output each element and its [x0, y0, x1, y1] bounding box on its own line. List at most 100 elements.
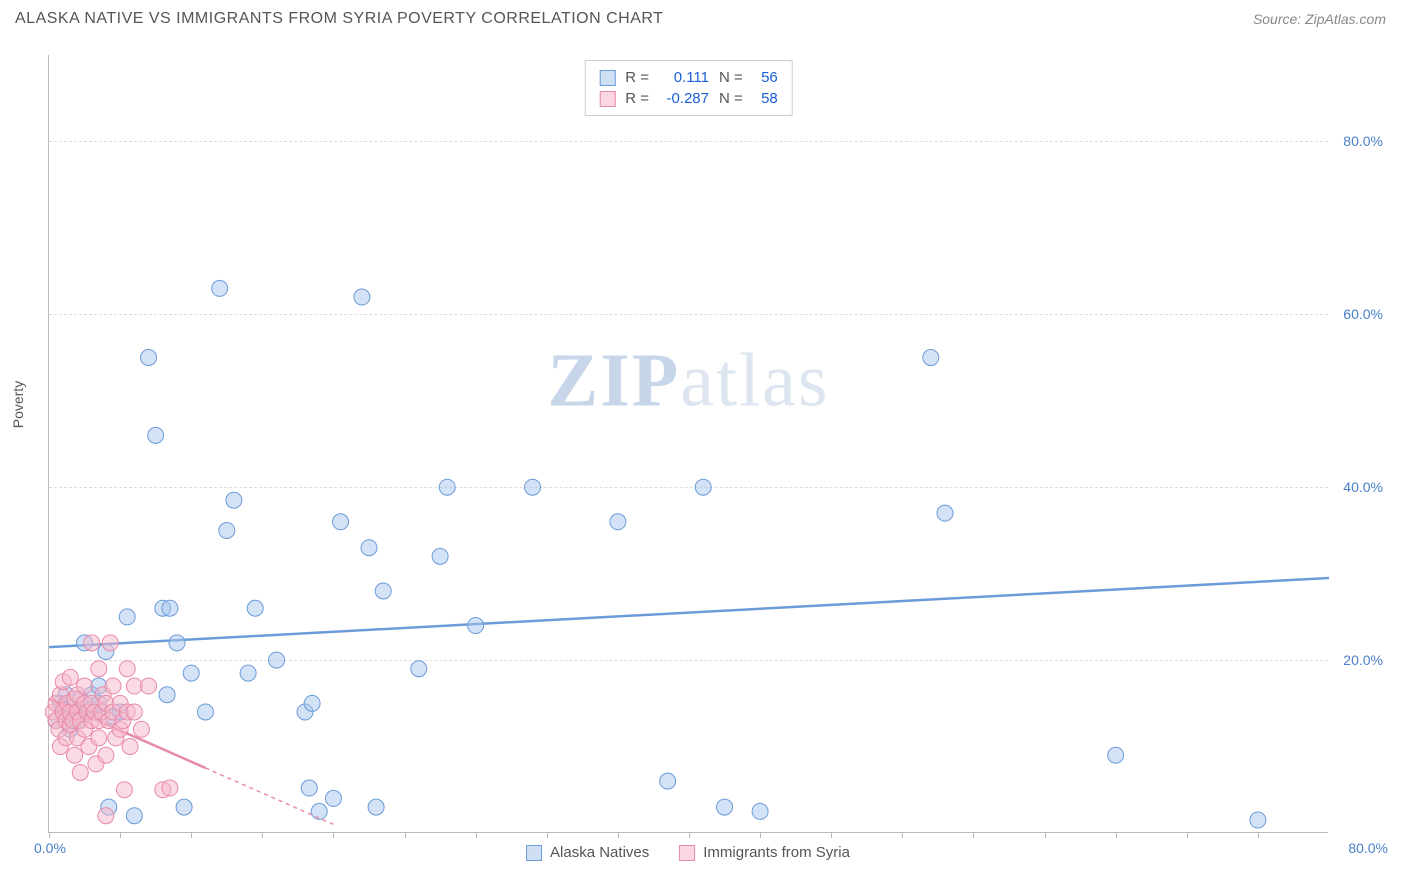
y-tick-label: 60.0%: [1343, 306, 1383, 322]
r-value: 0.111: [659, 69, 709, 86]
x-tick: [49, 832, 50, 838]
n-value: 56: [753, 69, 778, 86]
data-point: [159, 687, 175, 703]
data-point: [212, 280, 228, 296]
data-point: [126, 808, 142, 824]
data-point: [98, 747, 114, 763]
stat-row: R = 0.111 N = 56: [599, 67, 778, 88]
y-tick-label: 20.0%: [1343, 652, 1383, 668]
plot-area: ZIPatlas 20.0%40.0%60.0%80.0% R =0.111N …: [48, 55, 1328, 833]
data-point: [116, 782, 132, 798]
data-point: [84, 635, 100, 651]
data-point: [183, 665, 199, 681]
data-point: [468, 618, 484, 634]
data-point: [162, 600, 178, 616]
data-point: [301, 780, 317, 796]
legend-item: Alaska Natives: [526, 844, 649, 861]
data-point: [148, 427, 164, 443]
x-axis-min-label: 0.0%: [34, 840, 66, 856]
n-value: 58: [753, 90, 778, 107]
x-tick: [120, 832, 121, 838]
data-point: [1108, 747, 1124, 763]
data-point: [77, 678, 93, 694]
legend: Alaska Natives Immigrants from Syria: [526, 844, 850, 861]
data-point: [105, 678, 121, 694]
x-tick: [1187, 832, 1188, 838]
legend-label: Immigrants from Syria: [703, 844, 850, 861]
data-point: [361, 540, 377, 556]
data-point: [72, 764, 88, 780]
data-point: [752, 803, 768, 819]
r-value: -0.287: [659, 90, 709, 107]
data-point: [1250, 812, 1266, 828]
n-label: N =: [719, 69, 743, 86]
legend-swatch: [679, 845, 695, 861]
data-point: [98, 808, 114, 824]
x-tick: [333, 832, 334, 838]
data-point: [368, 799, 384, 815]
x-tick: [689, 832, 690, 838]
data-point: [375, 583, 391, 599]
legend-item: Immigrants from Syria: [679, 844, 850, 861]
data-point: [141, 350, 157, 366]
legend-label: Alaska Natives: [550, 844, 649, 861]
r-label: R =: [625, 90, 649, 107]
chart-title: ALASKA NATIVE VS IMMIGRANTS FROM SYRIA P…: [15, 10, 663, 28]
data-point: [126, 678, 142, 694]
x-tick: [973, 832, 974, 838]
x-tick: [902, 832, 903, 838]
data-point: [126, 704, 142, 720]
source-attribution: Source: ZipAtlas.com: [1253, 11, 1386, 27]
chart-container: Poverty ZIPatlas 20.0%40.0%60.0%80.0% R …: [48, 55, 1328, 833]
scatter-plot-svg: [49, 55, 1328, 832]
data-point: [176, 799, 192, 815]
x-tick: [618, 832, 619, 838]
data-point: [311, 803, 327, 819]
stat-row: R = -0.287 N = 58: [599, 88, 778, 109]
data-point: [91, 661, 107, 677]
source-label: Source:: [1253, 11, 1301, 27]
data-point: [197, 704, 213, 720]
data-point: [102, 635, 118, 651]
x-tick: [405, 832, 406, 838]
x-tick: [547, 832, 548, 838]
source-name: ZipAtlas.com: [1305, 11, 1386, 27]
data-point: [91, 730, 107, 746]
x-tick: [1045, 832, 1046, 838]
data-point: [325, 790, 341, 806]
r-label: R =: [625, 69, 649, 86]
x-tick: [760, 832, 761, 838]
data-point: [219, 522, 235, 538]
data-point: [122, 739, 138, 755]
data-point: [304, 695, 320, 711]
data-point: [411, 661, 427, 677]
data-point: [141, 678, 157, 694]
data-point: [432, 548, 448, 564]
data-point: [162, 780, 178, 796]
data-point: [354, 289, 370, 305]
legend-swatch: [526, 845, 542, 861]
x-tick: [262, 832, 263, 838]
data-point: [62, 669, 78, 685]
data-point: [226, 492, 242, 508]
data-point: [695, 479, 711, 495]
data-point: [240, 665, 256, 681]
data-point: [439, 479, 455, 495]
data-point: [247, 600, 263, 616]
x-axis-max-label: 80.0%: [1348, 840, 1388, 856]
data-point: [269, 652, 285, 668]
y-tick-label: 80.0%: [1343, 133, 1383, 149]
data-point: [717, 799, 733, 815]
header: ALASKA NATIVE VS IMMIGRANTS FROM SYRIA P…: [0, 0, 1406, 33]
series-swatch: [599, 91, 615, 107]
data-point: [660, 773, 676, 789]
data-point: [119, 661, 135, 677]
data-point: [525, 479, 541, 495]
data-point: [169, 635, 185, 651]
data-point: [333, 514, 349, 530]
y-tick-label: 40.0%: [1343, 479, 1383, 495]
n-label: N =: [719, 90, 743, 107]
x-tick: [831, 832, 832, 838]
data-point: [937, 505, 953, 521]
data-point: [610, 514, 626, 530]
